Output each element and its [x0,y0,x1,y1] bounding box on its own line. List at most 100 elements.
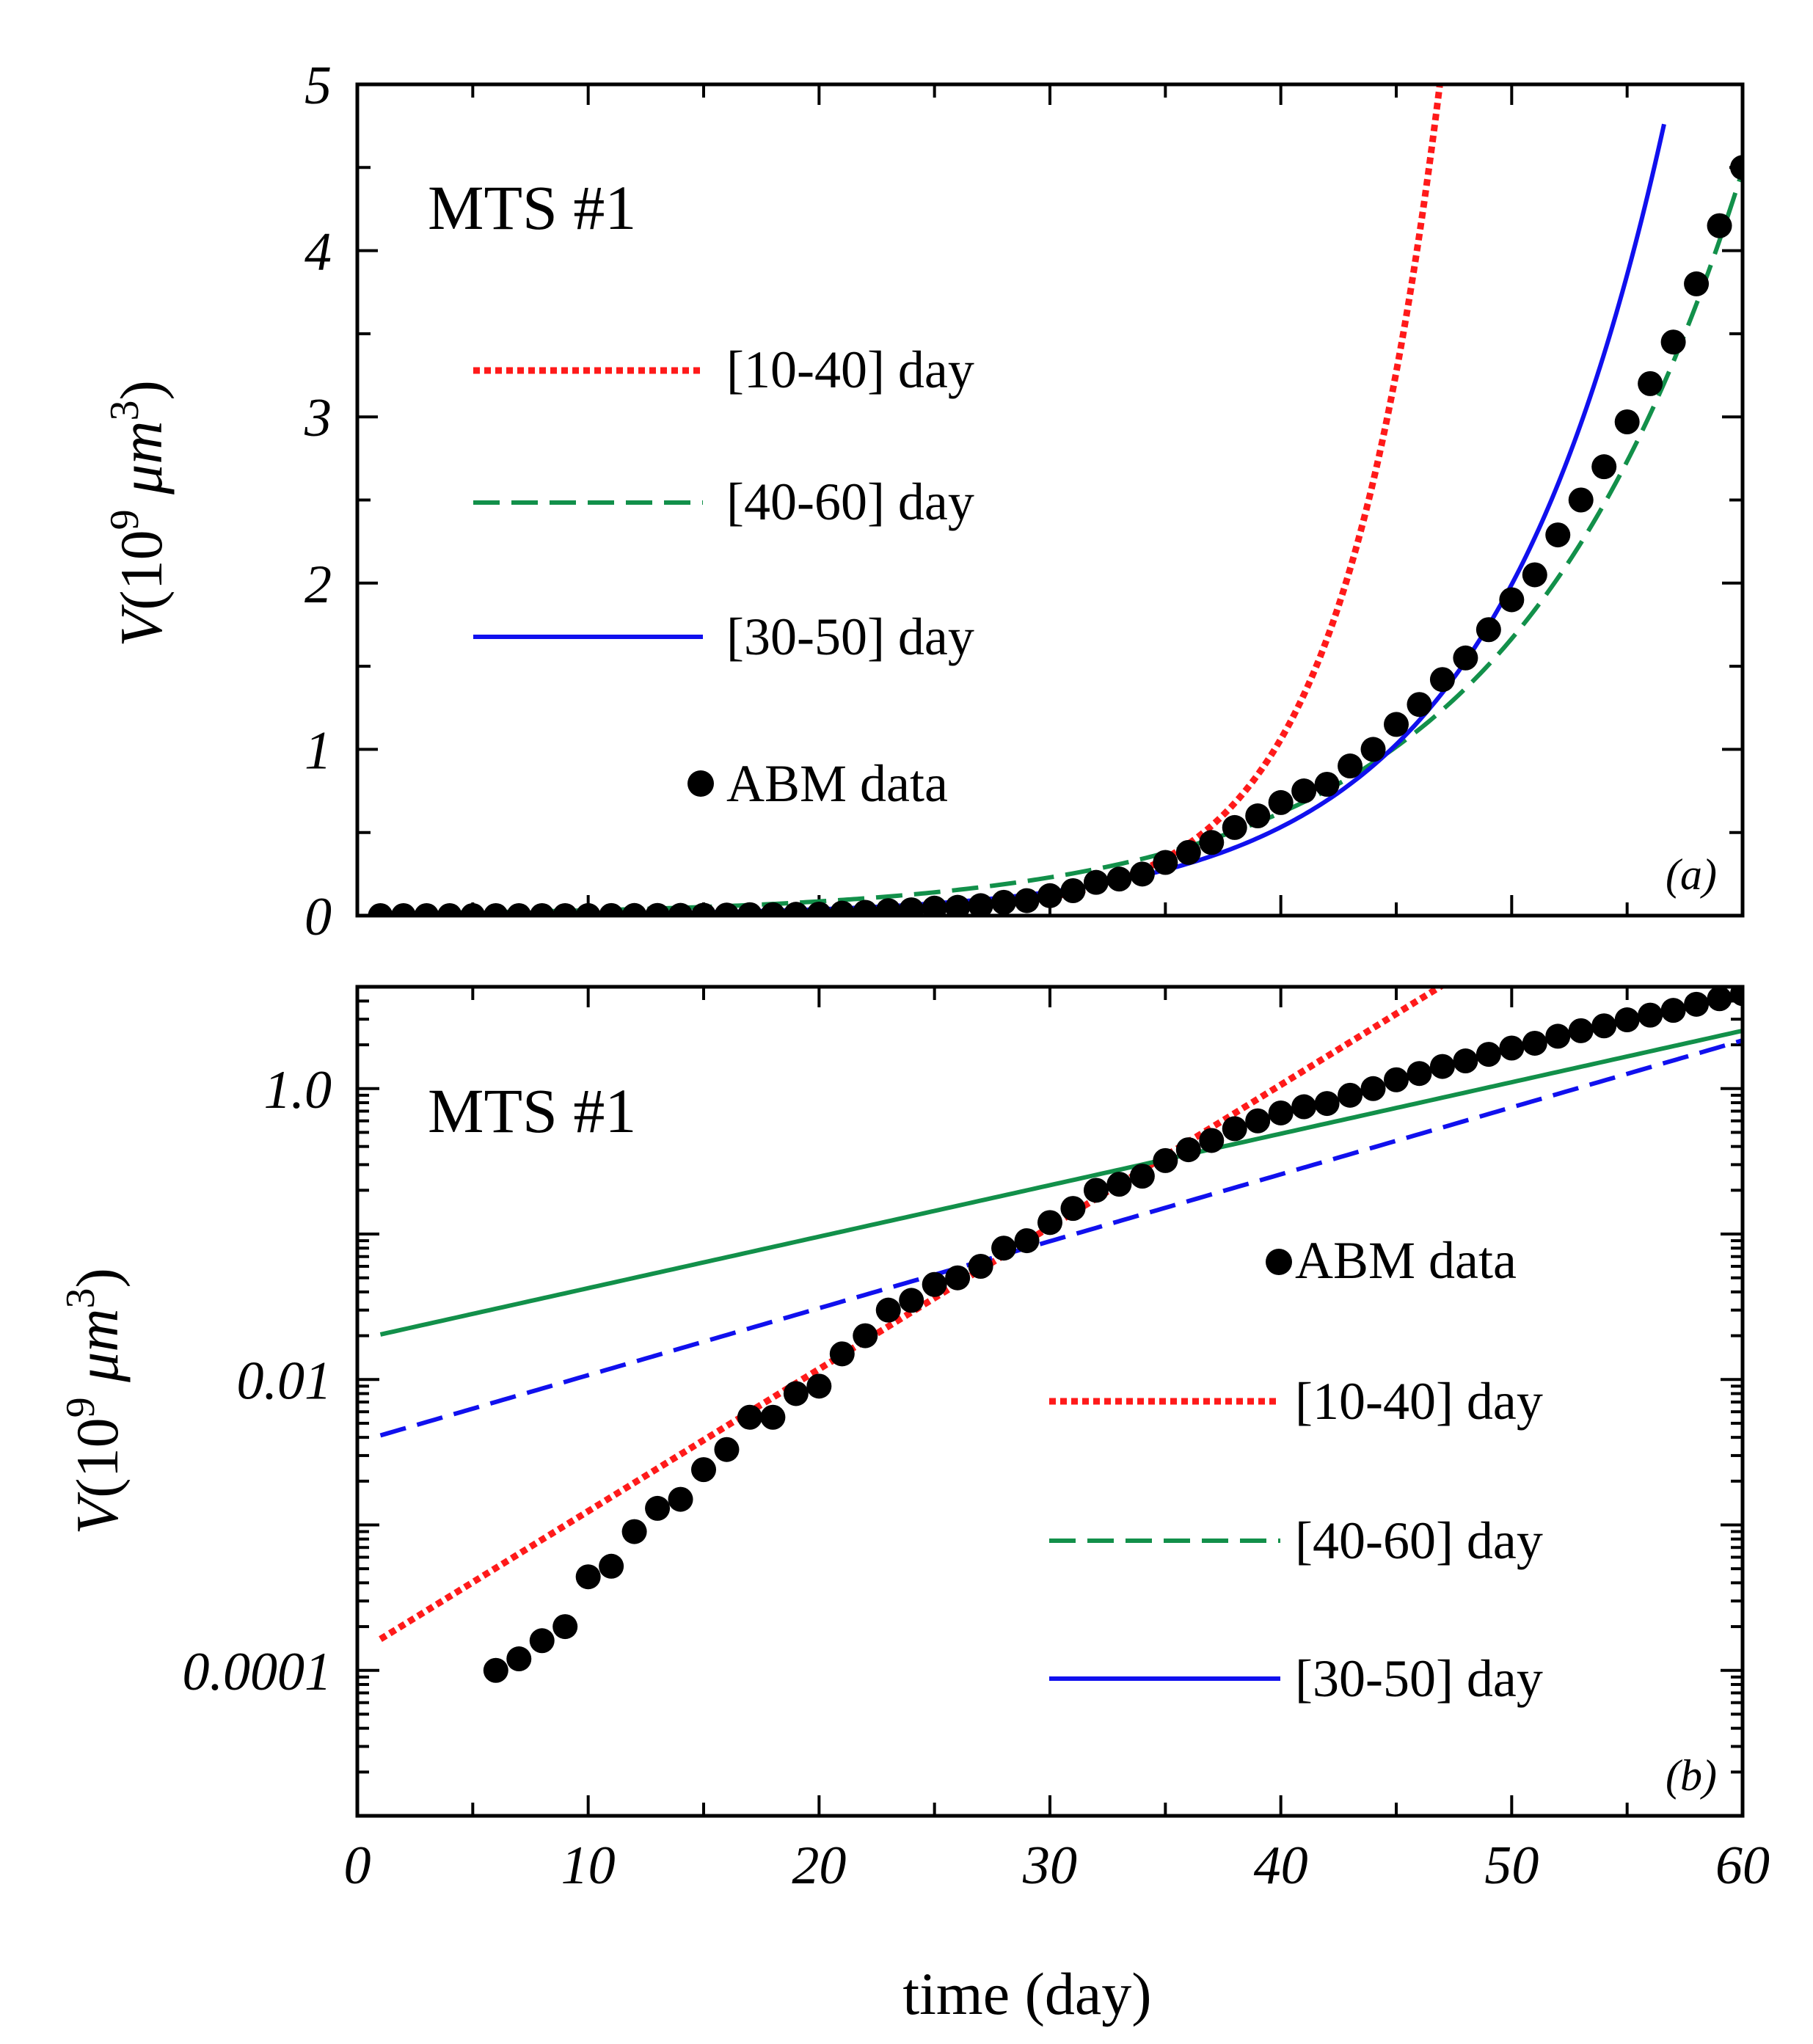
panel-a-abm-point [1245,803,1270,828]
panel-a-abm-point [853,899,878,924]
panel-b-abm-point [1361,1076,1386,1101]
legend-a-marker-abm [687,770,714,797]
panel-b-abm-point [991,1235,1016,1260]
panel-a-ylabel-exp: 9 [102,509,147,530]
panel-a-title: MTS #1 [428,172,636,243]
panel-a-y-tick-label: 4 [304,222,332,282]
panel-a-abm-point [1638,371,1663,396]
panel-b-abm-point [1084,1178,1109,1202]
panel-b-abm-point [1384,1067,1409,1092]
panel-b-abm-point [1060,1196,1085,1221]
panel-a-abm-point [1707,213,1732,238]
panel-a-abm-point [1684,271,1709,296]
panel-b-abm-point [552,1614,577,1639]
panel-a-abm-point [1522,562,1547,587]
panel-a-legend: [10-40] day [40-60] day [30-50] day ABM … [473,340,974,813]
panel-b-abm-point [484,1658,508,1683]
panel-b-abm-point [530,1628,555,1653]
panel-a-abm-point [1430,667,1455,692]
panel-b-abm-point [1015,1228,1040,1253]
panel-a-abm-point [1015,888,1040,913]
panel-a-abm-point [1199,830,1224,855]
panel-b-abm-point [1522,1031,1547,1056]
panel-b-legend: ABM data [10-40] day [40-60] day [30-50]… [1049,1231,1543,1708]
panel-a-abm-point [899,897,924,922]
x-tick-label: 20 [792,1836,846,1896]
panel-b-y-tick-label: 1.0 [264,1060,332,1120]
panel-a-label: (a) [1666,850,1717,899]
panel-a-abm-point [1060,878,1085,903]
panel-a-abm-point [876,898,901,923]
panel-b-abm-point [760,1405,785,1430]
panel-a-abm-point [1361,737,1386,762]
x-tick-label: 0 [344,1836,371,1896]
panel-b-abm-point [945,1266,970,1291]
panel-b-ylabel-open: (10 [64,1417,131,1497]
panel-a-y-label: V(109 μm3) [102,380,175,647]
panel-a-abm-point [1615,409,1640,434]
legend-a-label-10-40: [10-40] day [726,340,974,399]
panel-a-y-tick-label: 1 [304,720,332,781]
panel-b-y-tick-label: 0.0001 [183,1642,332,1702]
panel-a-series-40-60 [380,170,1743,913]
panel-a-abm-point [1384,712,1409,737]
panel-b-abm-point [1269,1101,1294,1125]
x-tick-label: 10 [561,1836,616,1896]
panel-b-abm-point [691,1457,716,1482]
panel-b-abm-point [1199,1128,1224,1153]
panel-b-abm-point [1684,992,1709,1017]
legend-b-label-40-60: [40-60] day [1295,1511,1543,1570]
panel-b-y-tick-labels: 1.0 0.01 0.0001 [183,1060,332,1702]
x-tick-label: 60 [1715,1836,1770,1896]
panel-b-abm-point [1476,1042,1501,1067]
panel-b-abm-point [1615,1007,1640,1032]
panel-b-abm-point [806,1373,831,1398]
panel-b-abm-point [668,1487,693,1512]
legend-b-label-abm: ABM data [1295,1231,1517,1290]
panel-b-title: MTS #1 [428,1076,636,1146]
panel-a-abm-point [1499,587,1524,612]
panel-b-abm-point [1569,1018,1594,1043]
x-tick-label: 40 [1254,1836,1308,1896]
panel-b-y-tick-label: 0.01 [237,1351,332,1411]
panel-b-abm-point [1499,1036,1524,1061]
legend-a-label-30-50: [30-50] day [726,607,974,666]
panel-b-label: (b) [1666,1751,1717,1800]
panel-a-abm-point [1591,454,1616,479]
legend-a-label-abm: ABM data [726,754,948,813]
panel-b-abm-point [1707,986,1732,1011]
panel-b-abm-point [645,1496,670,1521]
panel-b-abm-point [1037,1210,1062,1235]
panel-b-ylabel-unit: μm [64,1309,131,1398]
panel-b-abm-point [1545,1023,1570,1048]
panel-a-ylabel-open: (10 [108,530,175,610]
panel-b-abm-point [1661,998,1686,1023]
legend-a-label-40-60: [40-60] day [726,472,974,531]
panel-a-markers [368,155,1755,928]
panel-b-abm-point [1245,1109,1270,1134]
panel-a-abm-point [1106,866,1131,891]
x-axis-label: time (day) [902,1960,1151,2027]
svg-text:V(109 μm3): V(109 μm3) [58,1268,131,1535]
x-tick-labels: 0 10 20 30 40 50 60 [344,1836,1770,1896]
panel-b-abm-point [1176,1137,1201,1162]
panel-a-abm-point [1338,753,1363,778]
panel-a-abm-point [1545,522,1570,547]
x-tick-label: 30 [1022,1836,1077,1896]
panel-a-ylabel-close: ) [108,380,175,400]
panel-a-y-tick-label: 2 [304,555,332,615]
panel-b-abm-point [876,1298,901,1323]
svg-text:V(109 μm3): V(109 μm3) [102,380,175,647]
panel-a-abm-point [1661,329,1686,354]
panel-a-ylabel-unit: μm [108,421,175,510]
panel-a-abm-point [1222,815,1247,840]
panel-a-y-tick-label: 5 [304,56,332,116]
panel-a-abm-point [1176,840,1201,865]
panel-b-abm-point [1407,1061,1431,1086]
panel-a: 0 1 2 3 4 5 MTS #1 (a) [10-40] day [40-60] da… [102,0,1755,947]
panel-b-abm-point [599,1554,624,1579]
panel-b-abm-point [1430,1054,1455,1079]
panel-a-y-tick-labels: 0 1 2 3 4 5 [304,56,332,947]
panel-a-abm-point [991,890,1016,915]
panel-b-abm-point [737,1405,762,1430]
